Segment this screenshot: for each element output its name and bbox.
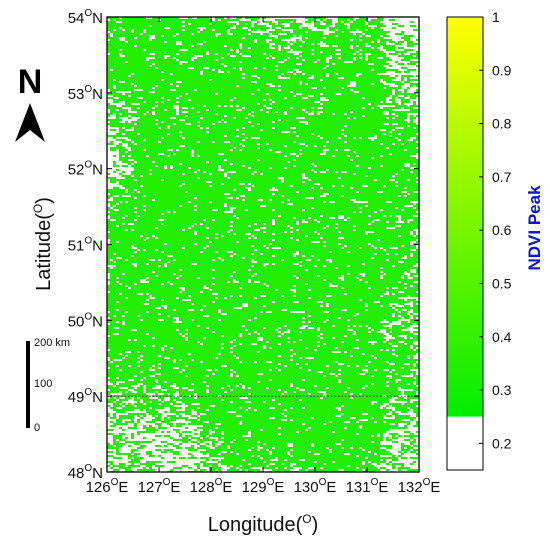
lat-tick-label: 50ON (68, 311, 103, 330)
lon-tick-label: 130OE (294, 477, 337, 496)
lon-tick-label: 127OE (138, 477, 181, 496)
lon-tick-label: 132OE (398, 477, 441, 496)
colorbar-tick-label: 0.7 (492, 169, 512, 185)
colorbar-tick-label: 0.3 (492, 382, 512, 398)
colorbar-tick-label: 0.4 (492, 329, 512, 345)
colorbar-tick-label: 0.6 (492, 222, 512, 238)
vegetation-pixels (107, 17, 419, 472)
scale-bar-mid-label: 100 (34, 378, 52, 390)
vegetation-pixel-layer (107, 17, 419, 472)
scale-bar-top-label: 200 km (34, 337, 70, 349)
colorbar-tick-label: 0.8 (492, 116, 512, 132)
longitude-tick-labels: 126OE 127OE 128OE 129OE 130OE 131OE 132OE (86, 477, 441, 496)
colorbar: 1 0.9 0.8 0.7 0.6 0.5 0.4 0.3 0.2 NDVI Peak (446, 9, 544, 471)
colorbar-tick-label: 0.2 (492, 435, 512, 451)
colorbar-below-threshold (447, 416, 483, 470)
lat-tick-label: 53ON (68, 84, 103, 103)
colorbar-gradient (447, 17, 483, 417)
north-arrow: N (15, 63, 45, 142)
north-label: N (18, 63, 43, 101)
colorbar-frame (446, 16, 484, 471)
lat-tick-label: 51ON (68, 236, 103, 255)
lon-tick-label: 126OE (86, 477, 129, 496)
lat-tick-label: 49ON (68, 387, 103, 406)
colorbar-tick-label: 1 (492, 9, 500, 25)
latitude-tick-labels: 54ON 53ON 52ON 51ON 50ON 49ON 48ON (68, 8, 103, 482)
scale-bar-bottom-label: 0 (34, 422, 40, 434)
lon-tick-label: 131OE (346, 477, 389, 496)
lat-tick-label: 52ON (68, 160, 103, 179)
scale-bar-line (26, 341, 30, 428)
axis-ticks (106, 16, 420, 473)
y-axis-title: Latitude(O) (31, 197, 55, 291)
lon-tick-label: 129OE (242, 477, 285, 496)
lat-tick-label: 54ON (68, 8, 103, 27)
map-plot-area (106, 16, 420, 473)
scale-bar: 200 km 100 0 (26, 337, 70, 434)
north-arrow-icon (15, 103, 45, 142)
lat-tick-label: 48ON (68, 463, 103, 482)
colorbar-tick-label: 0.9 (492, 62, 512, 78)
lon-tick-label: 128OE (190, 477, 233, 496)
x-axis-title: Longitude(O) (208, 512, 319, 536)
colorbar-tick-labels: 1 0.9 0.8 0.7 0.6 0.5 0.4 0.3 0.2 (479, 9, 512, 451)
colorbar-title: NDVI Peak (525, 185, 544, 271)
colorbar-tick-label: 0.5 (492, 275, 512, 291)
